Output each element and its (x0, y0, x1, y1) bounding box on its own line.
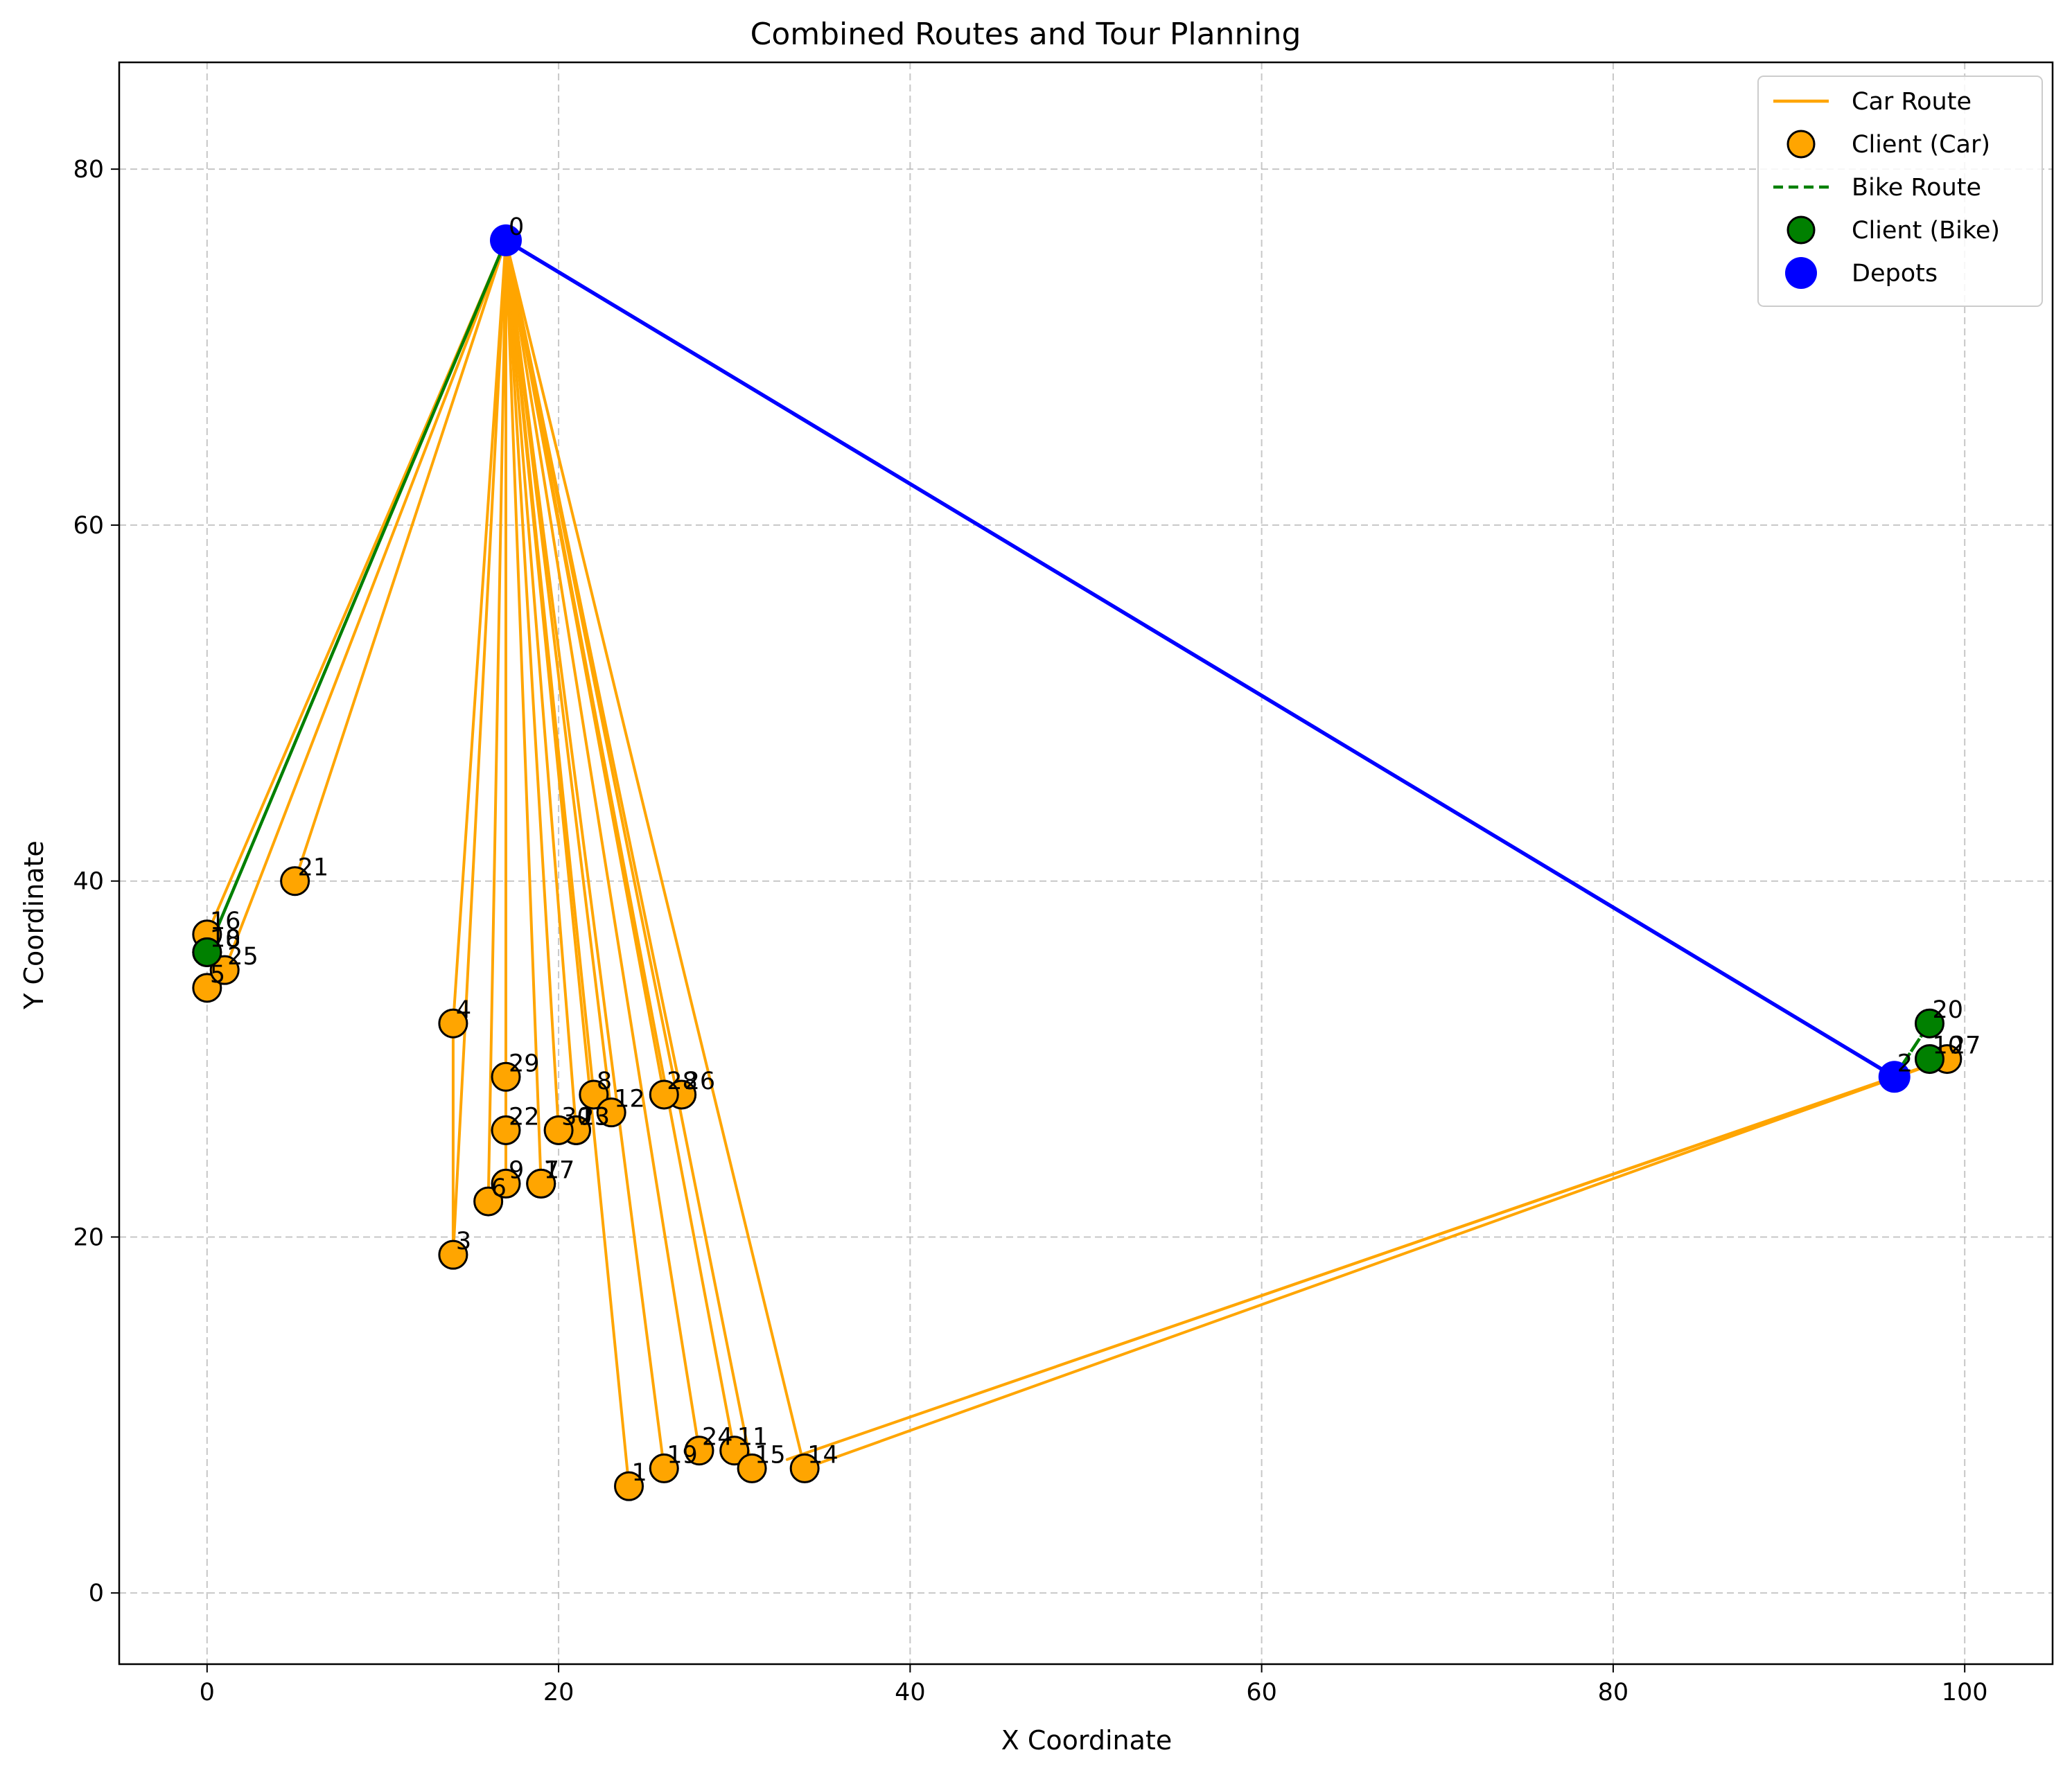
point-label: 6 (491, 1174, 507, 1202)
x-axis-title: X Coordinate (1001, 1725, 1172, 1756)
point-label: 2 (1897, 1050, 1913, 1077)
depot-point (490, 224, 522, 256)
legend-depot-swatch (1785, 257, 1817, 289)
bike-client-point (192, 937, 222, 967)
point-label: 26 (685, 1068, 716, 1095)
legend-label: Client (Bike) (1852, 217, 2000, 245)
car-route (504, 240, 736, 1452)
point-label: 17 (544, 1156, 575, 1184)
point-label: 4 (456, 996, 471, 1024)
point-label: 16 (210, 908, 241, 935)
x-tick-label: 60 (1246, 1679, 1277, 1706)
legend-label: Client (Car) (1852, 131, 1990, 159)
car-client-point (491, 1168, 521, 1199)
car-client-point (684, 1436, 714, 1466)
bike-route (1893, 1022, 1931, 1078)
point-label: 5 (210, 961, 225, 989)
y-axis-title: Y Coordinate (19, 840, 49, 1010)
car-client-point (579, 1079, 609, 1110)
depot-point (1878, 1061, 1911, 1093)
car-client-point (192, 973, 222, 1003)
legend-box (1757, 76, 2043, 307)
point-label: 0 (509, 213, 524, 241)
x-tick-label: 100 (1942, 1679, 1988, 1706)
y-tick-label: 80 (73, 156, 104, 184)
y-tick-label: 40 (73, 868, 104, 896)
car-client-point (543, 1115, 574, 1145)
legend-label: Car Route (1852, 88, 1972, 116)
plot-frame (118, 61, 2054, 1666)
x-tick-label: 80 (1598, 1679, 1629, 1706)
car-route (504, 240, 631, 1488)
routes (205, 238, 1949, 1488)
point-label: 21 (298, 854, 329, 882)
legend-marker-swatch (1786, 130, 1816, 159)
car-client-point (649, 1079, 679, 1110)
point-label: 28 (667, 1068, 698, 1095)
car-client-point (438, 1239, 468, 1270)
point-label: 9 (509, 1156, 524, 1184)
point-label: 27 (1950, 1032, 1981, 1060)
point-label: 7 (544, 1156, 559, 1184)
point-label: 22 (509, 1103, 540, 1131)
car-client-point (209, 955, 240, 985)
points (192, 224, 1963, 1501)
car-client-point (280, 866, 310, 897)
y-tick-label: 20 (73, 1224, 104, 1251)
point-label: 10 (1932, 1032, 1963, 1060)
x-tick-label: 20 (543, 1679, 574, 1706)
point-label: 14 (807, 1441, 839, 1469)
legend-marker-swatch (1786, 215, 1816, 245)
car-client-point (526, 1168, 556, 1199)
bike-client-point (1914, 1008, 1944, 1039)
bike-client-point (1914, 1044, 1944, 1075)
y-tick-label: 0 (89, 1580, 104, 1607)
legend-label: Bike Route (1852, 174, 1981, 202)
legend: Car Route Client (Car) Bike Route Client (B… (1757, 76, 2043, 307)
depot-link-arrow (506, 238, 1895, 1079)
point-label: 3 (456, 1228, 471, 1255)
point-label: 13 (579, 1103, 610, 1131)
car-client-point (596, 1097, 626, 1128)
point-label: 12 (614, 1086, 645, 1113)
bike-route (205, 240, 508, 953)
point-label: 29 (509, 1050, 540, 1077)
car-route (785, 1057, 1949, 1461)
x-tick-label: 0 (200, 1679, 215, 1706)
car-client-point (438, 1008, 468, 1039)
car-route (451, 240, 507, 1257)
car-client-point (649, 1453, 679, 1483)
point-label: 19 (667, 1441, 698, 1469)
point-label: 18 (210, 925, 241, 953)
point-label: 20 (1932, 996, 1963, 1024)
car-client-point (614, 1471, 644, 1501)
point-label: 11 (737, 1424, 769, 1451)
chart-title: Combined Routes and Tour Planning (750, 17, 1301, 52)
legend-label: Depots (1852, 260, 1938, 288)
car-client-point (719, 1436, 750, 1466)
car-route (504, 240, 1949, 1470)
point-label: 1 (632, 1459, 647, 1487)
car-client-point (737, 1453, 767, 1483)
point-label: 24 (702, 1424, 733, 1451)
x-tick-label: 40 (895, 1679, 926, 1706)
point-label: 30 (561, 1103, 592, 1131)
car-route (504, 240, 701, 1452)
car-client-point (789, 1453, 820, 1483)
point-label: 23 (579, 1103, 610, 1131)
car-route (293, 240, 507, 883)
y-tick-label: 60 (73, 512, 104, 540)
point-label: 10 (210, 925, 241, 953)
car-client-point (491, 1061, 521, 1092)
point-label: 8 (597, 1068, 612, 1095)
car-route (504, 240, 578, 1132)
car-client-point (491, 1115, 521, 1145)
point-label: 25 (227, 943, 258, 971)
point-label: 15 (755, 1441, 786, 1469)
car-client-point (473, 1186, 504, 1217)
